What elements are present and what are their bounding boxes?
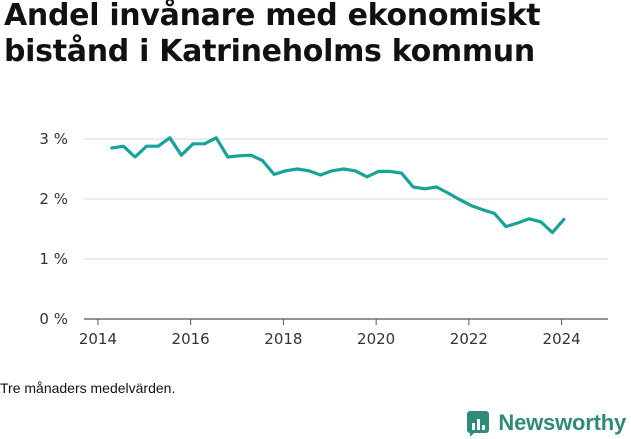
x-tick-label: 2016 xyxy=(172,330,210,348)
y-tick-label: 1 % xyxy=(39,250,68,268)
newsworthy-logo-icon xyxy=(467,411,490,436)
brand-logo[interactable]: Newsworthy xyxy=(466,410,626,436)
y-tick-label: 3 % xyxy=(39,130,68,148)
series-lines xyxy=(110,136,566,235)
x-tick-label: 2018 xyxy=(264,330,302,348)
chart-area: 0 % 1 % 2 % 3 % 2014 2016 2018 2020 2022 2024 xyxy=(39,130,608,348)
grid-lines xyxy=(84,138,608,260)
series-line xyxy=(110,136,566,235)
y-tick-label: 2 % xyxy=(39,190,68,208)
x-tick-label: 2020 xyxy=(357,330,395,348)
x-axis: 2014 2016 2018 2020 2022 2024 xyxy=(79,318,608,348)
x-tick-label: 2014 xyxy=(79,330,117,348)
x-tick-label: 2022 xyxy=(450,330,488,348)
brand-name: Newsworthy xyxy=(498,410,626,435)
y-axis-ticks: 0 % 1 % 2 % 3 % xyxy=(39,130,68,328)
y-tick-label: 0 % xyxy=(39,310,68,328)
chart-footnote: Tre månaders medelvärden. xyxy=(0,380,176,396)
chart-title: Andel invånare med ekonomiskt bistånd i … xyxy=(4,0,541,69)
x-tick-label: 2024 xyxy=(543,330,581,348)
